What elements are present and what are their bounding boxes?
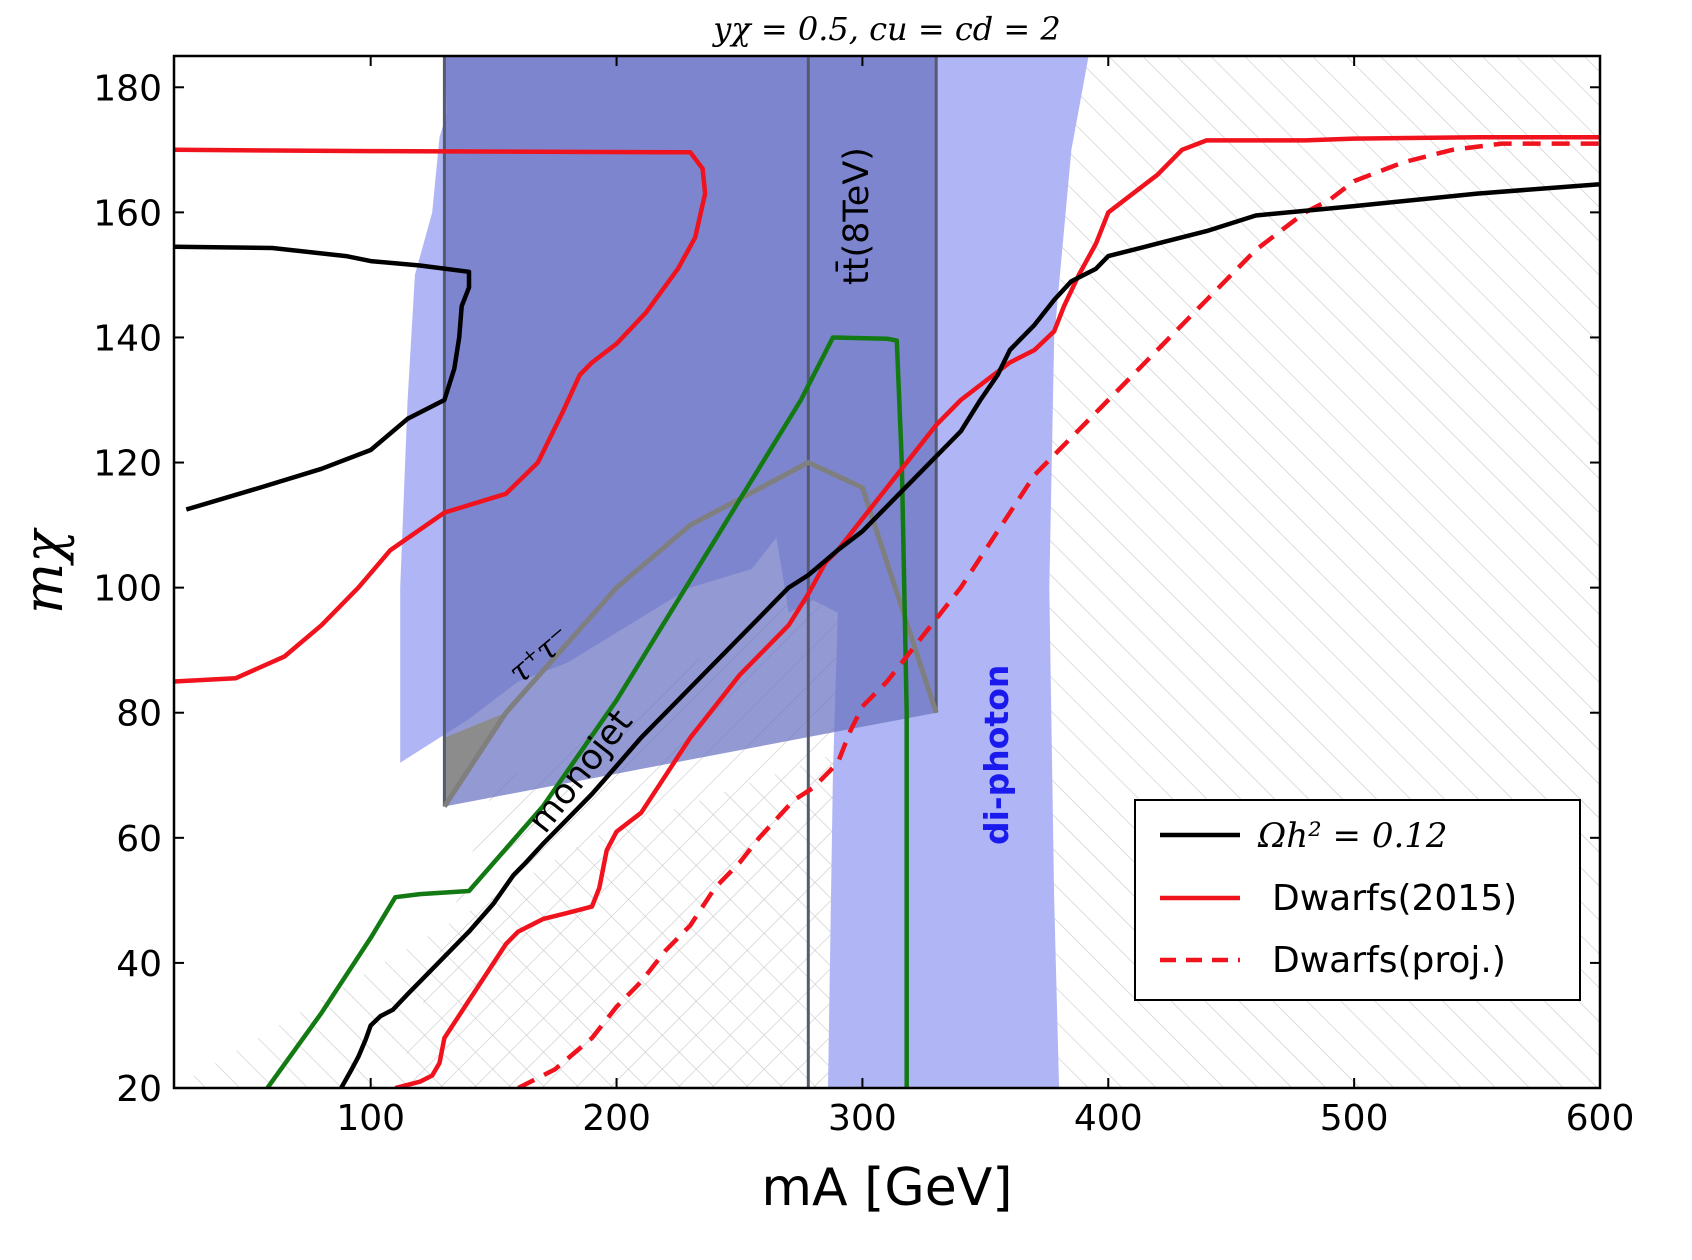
y-tick-label: 80	[116, 694, 162, 735]
x-axis-label: mA [GeV]	[761, 1158, 1012, 1218]
x-tick-label: 200	[582, 1098, 651, 1139]
series-relic-0	[174, 244, 472, 512]
plot-frame	[172, 54, 1602, 1090]
series-tautau-0	[442, 460, 939, 808]
curves	[174, 56, 1600, 1088]
y-tick-label: 40	[116, 944, 162, 985]
x-axis-ticks: 100 200 300 400 500 600	[336, 56, 1634, 1139]
ttbar-region	[444, 56, 937, 807]
x-tick-label: 600	[1566, 1098, 1635, 1139]
y-axis-label: mχ	[12, 527, 75, 614]
y-tick-label: 160	[93, 193, 162, 234]
x-tick-label: 500	[1320, 1098, 1389, 1139]
x-tick-label: 100	[336, 1098, 405, 1139]
x-tick-label: 400	[1074, 1098, 1143, 1139]
y-tick-label: 20	[116, 1069, 162, 1110]
x-tick-label: 300	[828, 1098, 897, 1139]
legend-label-dwarfs: Dwarfs(2015)	[1272, 878, 1517, 919]
y-tick-label: 60	[116, 819, 162, 860]
series-monojet-0	[265, 335, 909, 1088]
series-dwarfs-dashed-0	[517, 141, 1600, 1088]
y-tick-label: 180	[93, 68, 162, 109]
y-tick-label: 140	[93, 318, 162, 359]
series-dwarfs-1	[394, 135, 1600, 1088]
y-tick-label: 100	[93, 569, 162, 610]
y-axis-ticks: 20 40 60 80 100 120 140 160 180	[93, 68, 1600, 1110]
legend-label-dwarfs-proj: Dwarfs(proj.)	[1272, 940, 1506, 981]
legend: Ωh² = 0.12 Dwarfs(2015) Dwarfs(proj.)	[1134, 799, 1581, 1001]
annotation-diphoton: di-photon	[977, 665, 1016, 845]
series-dwarfs-0	[174, 147, 708, 684]
chart-title: yχ = 0.5, cu = cd = 2	[711, 10, 1060, 48]
legend-label-relic: Ωh² = 0.12	[1257, 816, 1448, 856]
annotation-ttbar: tt̄(8TeV)	[835, 147, 877, 285]
series-relic-1	[339, 181, 1600, 1088]
y-tick-label: 120	[93, 444, 162, 485]
